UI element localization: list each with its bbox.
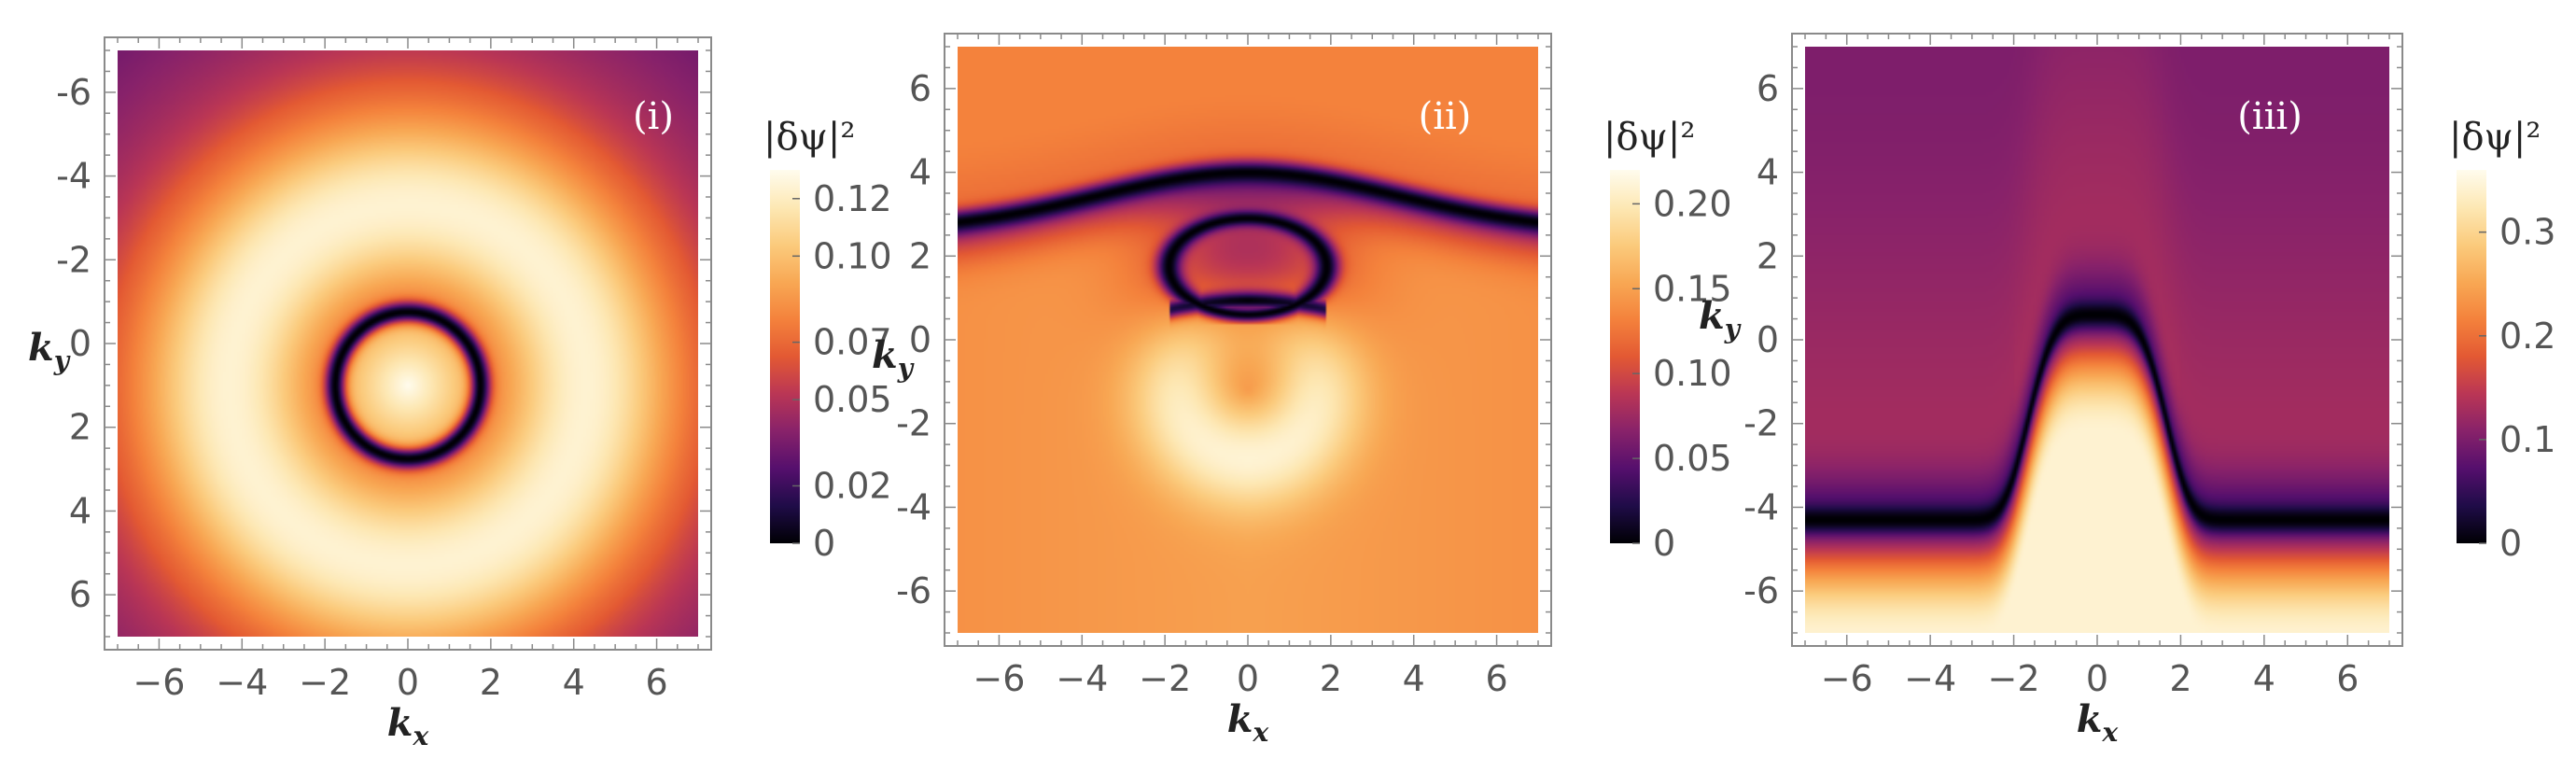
colorbar-tick-label: 0.1 [2499,419,2555,460]
x-tick-label: −6 [973,658,1025,699]
y-tick-label: -2 [896,403,931,444]
x-tick-label: 0 [2086,658,2108,699]
y-tick-label: -4 [1743,486,1779,527]
panel-2: −6 −4 −2 0 2 4 66420-2-4-6kxky(ii)00.050.100.1… [872,33,1732,748]
colorbar-tick-label: 0.05 [813,379,892,420]
y-tick-label: 4 [909,152,931,193]
panel-label: (iii) [2237,95,2303,138]
y-tick-label: 6 [909,68,931,109]
x-tick-label: 0 [1237,658,1259,699]
x-tick-label: 2 [1320,658,1342,699]
y-tick-label: -2 [56,239,91,280]
y-axis-label: ky [1699,294,1742,344]
colorbar-title: |δψ|² [2449,116,2541,159]
y-tick-label: 2 [69,407,91,448]
x-tick-label: 6 [1485,658,1507,699]
y-tick-label: 4 [1757,152,1779,193]
colorbar-tick-label: 0.12 [813,178,892,219]
x-tick-label: 2 [480,662,502,703]
x-axis-label: kx [387,701,429,751]
colorbar-tick-label: 0.05 [1653,438,1732,479]
x-axis-label: kx [1227,697,1269,748]
y-tick-label: 6 [1757,68,1779,109]
x-tick-label: −4 [1904,658,1956,699]
colorbar-title: |δψ|² [1603,116,1695,159]
y-tick-label: -6 [896,570,931,611]
y-tick-label: 0 [909,319,931,360]
y-tick-label: -6 [56,72,91,113]
y-tick-label: -4 [56,156,91,197]
heatmap-image-2 [958,47,1538,633]
x-tick-label: 4 [2253,658,2275,699]
y-tick-label: 2 [909,235,931,276]
y-tick-label: 6 [69,574,91,615]
x-tick-label: 4 [1403,658,1425,699]
y-axis-label: ky [28,326,71,376]
y-tick-label: 2 [1757,235,1779,276]
x-tick-label: 0 [397,662,419,703]
y-tick-label: 4 [69,490,91,531]
heatmap-image-3 [1805,47,2389,633]
y-tick-label: 0 [69,323,91,364]
panel-1: −6 −4 −2 0 2 4 6 -6 -4 -2 0 2 4 6 kx ky (i) 0 0.02 0.05 0.07… [28,36,892,751]
colorbar-tick-label: 0 [2499,523,2522,564]
colorbar-tick-label: 0.2 [2499,316,2555,357]
colorbar-tick-label: 0.10 [813,235,892,276]
colorbar [2457,170,2486,543]
x-tick-label: −2 [1988,658,2040,699]
y-tick-label: -6 [1743,570,1779,611]
x-tick-label: −4 [216,662,268,703]
colorbar-tick-label: 0.20 [1653,183,1732,224]
colorbar-tick-label: 0 [1653,523,1675,564]
colorbar-tick-label: 0.15 [1653,268,1732,309]
x-tick-label: −4 [1056,658,1108,699]
colorbar-tick-label: 0 [813,523,835,564]
x-tick-label: 2 [2169,658,2191,699]
y-tick-label: -4 [896,486,931,527]
colorbar-tick-label: 0.02 [813,465,892,506]
heatmap-image-1 [118,50,698,637]
x-tick-label: 4 [563,662,585,703]
y-tick-label: -2 [1743,403,1779,444]
x-tick-label: −6 [1821,658,1873,699]
panel-label: (i) [633,95,674,138]
panel-label: (ii) [1419,95,1472,138]
x-tick-label: 6 [2336,658,2359,699]
x-tick-label: −2 [1139,658,1191,699]
colorbar [1610,170,1640,543]
colorbar-tick-label: 0.07 [813,322,892,363]
y-tick-label: 0 [1757,319,1779,360]
panel-3: −6 −4 −2 0 2 4 6 6 4 2 0 -2 -4 -6 kx ky (iii) 0 0.1 0.2 0.3 |… [1699,33,2555,748]
x-tick-label: −2 [299,662,351,703]
colorbar-title: |δψ|² [763,116,855,159]
x-tick-label: 6 [645,662,667,703]
x-tick-label: −6 [133,662,185,703]
colorbar-tick-label: 0.10 [1653,353,1732,394]
colorbar [770,170,800,543]
x-axis-label: kx [2077,697,2119,748]
colorbar-tick-label: 0.3 [2499,212,2555,253]
